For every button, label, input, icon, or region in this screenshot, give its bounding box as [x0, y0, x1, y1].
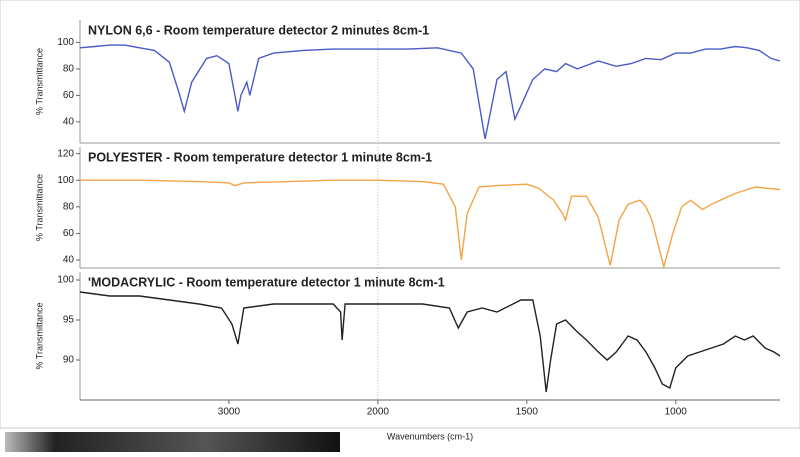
spectrum-line: [79, 44, 781, 140]
photo: [5, 432, 340, 452]
spectrum-line: [80, 179, 781, 270]
x-tick-label: 1500: [516, 407, 539, 418]
y-tick-label: 95: [63, 315, 75, 326]
y-tick-label: 40: [63, 255, 75, 266]
plot-background: [0, 0, 800, 429]
y-tick-label: 40: [63, 116, 75, 127]
y-tick-label: 90: [63, 355, 75, 366]
y-axis-label: % Transmittance: [34, 174, 44, 241]
y-axis-label: % Transmittance: [34, 302, 44, 369]
panel-title: NYLON 6,6 - Room temperature detector 2 …: [88, 23, 429, 37]
y-tick-label: 100: [57, 175, 74, 186]
x-tick-label: 3000: [218, 407, 241, 418]
panel-title: 'MODACRYLIC - Room temperature detector …: [88, 275, 445, 289]
y-tick-label: 60: [63, 228, 75, 239]
y-tick-label: 100: [57, 37, 74, 48]
y-tick-label: 100: [57, 275, 74, 286]
y-tick-label: 120: [57, 148, 74, 159]
y-tick-label: 80: [63, 201, 75, 212]
y-tick-label: 60: [63, 90, 75, 101]
panel-title: POLYESTER - Room temperature detector 1 …: [88, 150, 432, 164]
x-tick-label: 2000: [367, 407, 390, 418]
y-tick-label: 80: [63, 64, 75, 75]
spectrum-line: [79, 291, 781, 393]
x-axis-label: Wavenumbers (cm-1): [387, 431, 473, 441]
x-tick-label: 1000: [665, 407, 688, 418]
y-axis-label: % Transmittance: [34, 48, 44, 115]
